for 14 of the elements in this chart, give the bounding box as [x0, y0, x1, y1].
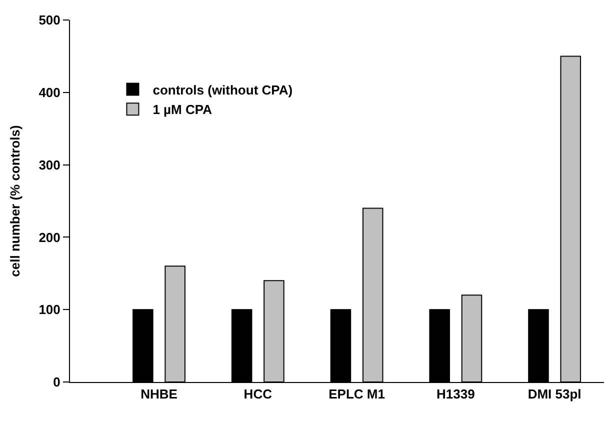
- legend-label: 1 µM CPA: [152, 102, 213, 118]
- y-tick-label: 300: [38, 157, 60, 172]
- y-tick-label: 0: [53, 374, 60, 390]
- y-tick-label: 500: [38, 12, 60, 28]
- x-tick-label: DMI 53pl: [528, 386, 582, 402]
- y-axis-title: cell number (% controls): [8, 125, 23, 277]
- y-tick-label: 200: [38, 230, 60, 245]
- y-tick-label: 100: [38, 302, 60, 318]
- x-tick-label: NHBE: [140, 386, 178, 402]
- y-tick-label: 400: [38, 84, 60, 100]
- x-tick-label: HCC: [244, 386, 273, 402]
- x-tick-label: H1339: [436, 386, 475, 402]
- x-tick-label: EPLC M1: [328, 386, 385, 402]
- legend-label: controls (without CPA): [152, 82, 293, 98]
